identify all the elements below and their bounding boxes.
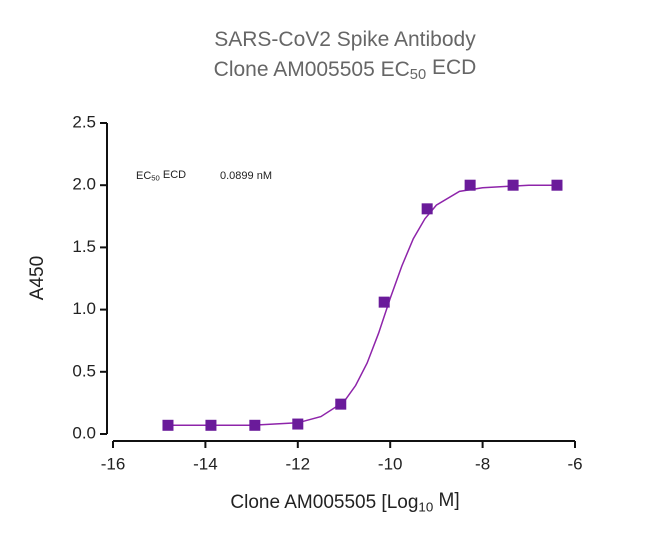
data-point bbox=[205, 419, 217, 431]
text-part: Clone AM005505 [Log bbox=[230, 492, 418, 513]
y-tick-label: 2.5 bbox=[72, 112, 96, 131]
data-point bbox=[507, 179, 519, 191]
x-tick-label: -14 bbox=[193, 454, 218, 473]
data-point bbox=[292, 418, 304, 430]
data-point bbox=[162, 419, 174, 431]
chart-title: SARS-CoV2 Spike Antibody bbox=[214, 28, 476, 51]
x-tick-label: -6 bbox=[567, 454, 582, 473]
data-point bbox=[421, 203, 433, 215]
subscript: 50 bbox=[410, 67, 426, 83]
annotation: EC50 ECD bbox=[136, 169, 186, 183]
y-tick-label: 1.5 bbox=[72, 237, 96, 256]
data-point bbox=[378, 296, 390, 308]
x-tick-label: -12 bbox=[286, 454, 311, 473]
y-axis-label: A450 bbox=[27, 256, 48, 300]
data-point bbox=[249, 419, 261, 431]
x-axis-label: Clone AM005505 [Log10 M] bbox=[230, 490, 459, 514]
x-tick-label: -16 bbox=[101, 454, 126, 473]
data-point bbox=[335, 398, 347, 410]
y-tick-label: 0.0 bbox=[72, 423, 96, 442]
text-part: Clone AM005505 EC bbox=[214, 58, 410, 81]
data-point bbox=[464, 179, 476, 191]
text-part: ECD bbox=[426, 55, 476, 78]
y-tick-label: 2.0 bbox=[72, 175, 96, 194]
x-tick-label: -8 bbox=[475, 454, 490, 473]
text-part: ECD bbox=[160, 169, 186, 181]
chart-title: Clone AM005505 EC50 ECD bbox=[214, 55, 477, 83]
text-part: EC bbox=[136, 170, 151, 182]
subscript: 10 bbox=[418, 499, 433, 514]
text-part: M] bbox=[433, 490, 459, 511]
data-point bbox=[551, 179, 563, 191]
subscript: 50 bbox=[151, 174, 160, 183]
fit-curve bbox=[168, 184, 562, 427]
x-tick-label: -10 bbox=[378, 454, 403, 473]
text-part: SARS-CoV2 Spike Antibody bbox=[214, 28, 476, 51]
y-tick-label: 0.5 bbox=[72, 361, 96, 380]
annotation-value: 0.0899 nM bbox=[220, 170, 272, 182]
y-tick-label: 1.0 bbox=[72, 299, 96, 318]
